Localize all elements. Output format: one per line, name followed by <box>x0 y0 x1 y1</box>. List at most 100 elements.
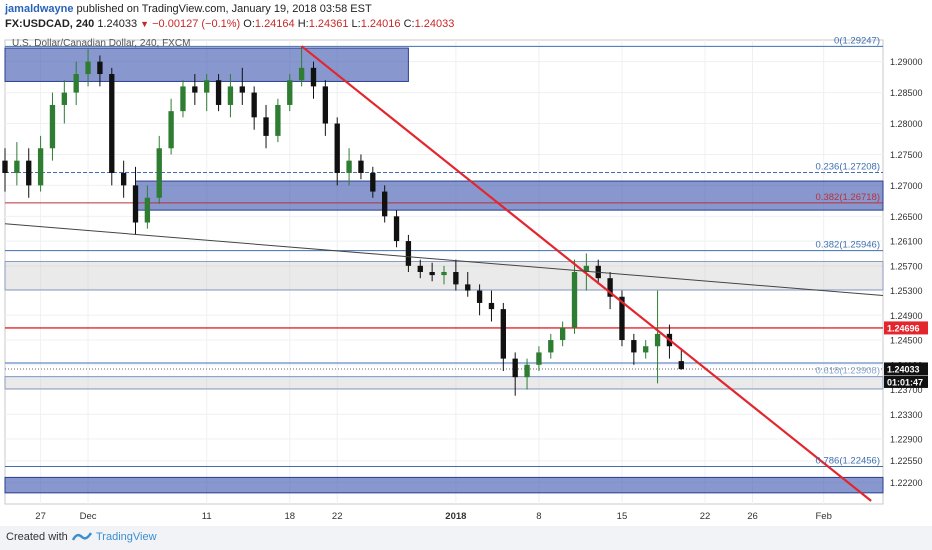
candle-body <box>156 148 162 198</box>
fib-label: 0(1.29247) <box>834 36 880 46</box>
candle-body <box>607 278 613 297</box>
close-label: C: <box>403 18 415 30</box>
candle-body <box>405 241 412 266</box>
y-tick-label: 1.26100 <box>890 237 923 247</box>
zones <box>4 47 884 494</box>
x-tick-label: 15 <box>617 511 628 522</box>
chart-header: jamaldwayne published on TradingView.com… <box>0 0 932 36</box>
candle-body <box>120 173 127 186</box>
y-tick-label: 1.24500 <box>890 336 923 346</box>
price-axis[interactable]: 1.29000 1.28500 1.28000 1.27500 1.27000 1.265… <box>884 57 928 488</box>
x-tick-label: 11 <box>202 511 212 522</box>
candle-body <box>334 123 340 174</box>
author-link[interactable]: jamaldwayne <box>5 3 74 15</box>
grid <box>4 39 884 505</box>
price-change: −0.00127 (−0.1%) <box>152 18 241 30</box>
candle-body <box>61 92 67 105</box>
candle-body <box>2 160 8 174</box>
candle-body <box>512 358 518 378</box>
candle-body <box>37 148 44 186</box>
zone-gray <box>4 376 884 390</box>
candle-body <box>678 361 684 370</box>
x-tick-label: Feb <box>815 511 831 522</box>
candle-body <box>548 340 554 353</box>
candle-body <box>204 80 210 93</box>
candle-body <box>654 333 661 347</box>
y-tick-label: 1.27500 <box>890 150 923 160</box>
candle-body <box>168 111 174 149</box>
candle-body <box>382 191 388 217</box>
trendlines <box>4 45 884 502</box>
candle-body <box>85 61 91 75</box>
candle-body <box>559 327 566 341</box>
y-tick-label: 1.23300 <box>890 410 923 420</box>
fib-label: 0.382(1.25946) <box>816 240 880 251</box>
fib-label: 0.382(1.26718) <box>816 192 880 203</box>
candle-body <box>227 86 234 105</box>
x-tick-label: Dec <box>80 511 97 522</box>
current-price-marker-bg <box>884 362 928 376</box>
low-label: L: <box>351 18 361 30</box>
candle-body <box>73 74 79 93</box>
candle-body <box>358 160 364 174</box>
candle-body <box>26 160 32 186</box>
candle-body <box>144 197 151 223</box>
countdown-bg <box>884 375 928 388</box>
open-label: O: <box>243 18 255 30</box>
low-value: 1.24016 <box>360 18 401 30</box>
current-price-marker: 1.24033 <box>887 364 920 374</box>
open-value: 1.24164 <box>254 18 295 30</box>
candle-body <box>180 86 186 112</box>
candle-body <box>417 265 423 272</box>
x-tick-label: 8 <box>536 511 541 522</box>
candle-body <box>393 216 400 242</box>
candle-body <box>643 346 649 353</box>
candle-body <box>239 86 245 93</box>
candle-body <box>310 67 317 87</box>
published-text: published on TradingView.com, January 19… <box>76 3 372 15</box>
x-tick-label: 22 <box>700 511 711 522</box>
y-tick-label: 1.28500 <box>890 88 923 98</box>
candle-body <box>571 272 578 328</box>
candle-body <box>583 265 590 272</box>
fib-label: 0.236(1.27208) <box>816 162 880 173</box>
y-tick-label: 1.23700 <box>890 385 923 395</box>
candle-body <box>97 61 103 75</box>
candle-body <box>524 364 530 378</box>
high-label: H: <box>297 18 309 30</box>
tradingview-brand[interactable]: TradingView <box>96 531 157 543</box>
candle-body <box>429 272 435 276</box>
candle-body <box>488 302 495 310</box>
chart-canvas[interactable]: 0(1.29247) 0.236(1.27208) 0.382(1.26718) 0.… <box>0 36 932 526</box>
candle-body <box>346 160 352 174</box>
time-axis[interactable]: 27 Dec 11 18 22 2018 8 15 22 26 Feb <box>35 511 832 522</box>
down-triangle-icon: ▼ <box>140 19 150 29</box>
y-tick-label: 1.25300 <box>890 286 923 296</box>
x-tick-label: 27 <box>35 511 46 522</box>
price-marker: 1.24696 <box>887 323 920 333</box>
candle-body <box>536 352 542 365</box>
y-tick-label: 1.24900 <box>890 311 923 321</box>
candle-body <box>631 340 637 353</box>
y-tick-label: 1.25700 <box>890 261 923 271</box>
trendline-red <box>300 45 872 502</box>
candle-body <box>298 67 305 81</box>
price-marker-bg <box>884 321 928 335</box>
x-tick-label: 2018 <box>445 511 466 522</box>
y-tick-label: 1.22200 <box>890 478 923 488</box>
trendline-gray <box>4 223 884 297</box>
y-tick-label: 1.28000 <box>890 119 923 129</box>
candle-body <box>49 104 56 149</box>
ohlc-line: FX:USDCAD, 240 1.24033 ▼ −0.00127 (−0.1%… <box>5 18 454 30</box>
candle-body <box>14 160 20 174</box>
candle-body <box>109 74 115 174</box>
candle-body <box>322 86 329 124</box>
candle-body <box>370 173 376 192</box>
zone-blue <box>4 476 884 494</box>
x-tick-label: 26 <box>747 511 758 522</box>
footer: Created with TradingView <box>0 526 932 550</box>
candles <box>2 46 684 396</box>
tradingview-logo-icon <box>72 532 92 541</box>
candle-body <box>251 92 257 118</box>
candle-body <box>500 309 506 359</box>
